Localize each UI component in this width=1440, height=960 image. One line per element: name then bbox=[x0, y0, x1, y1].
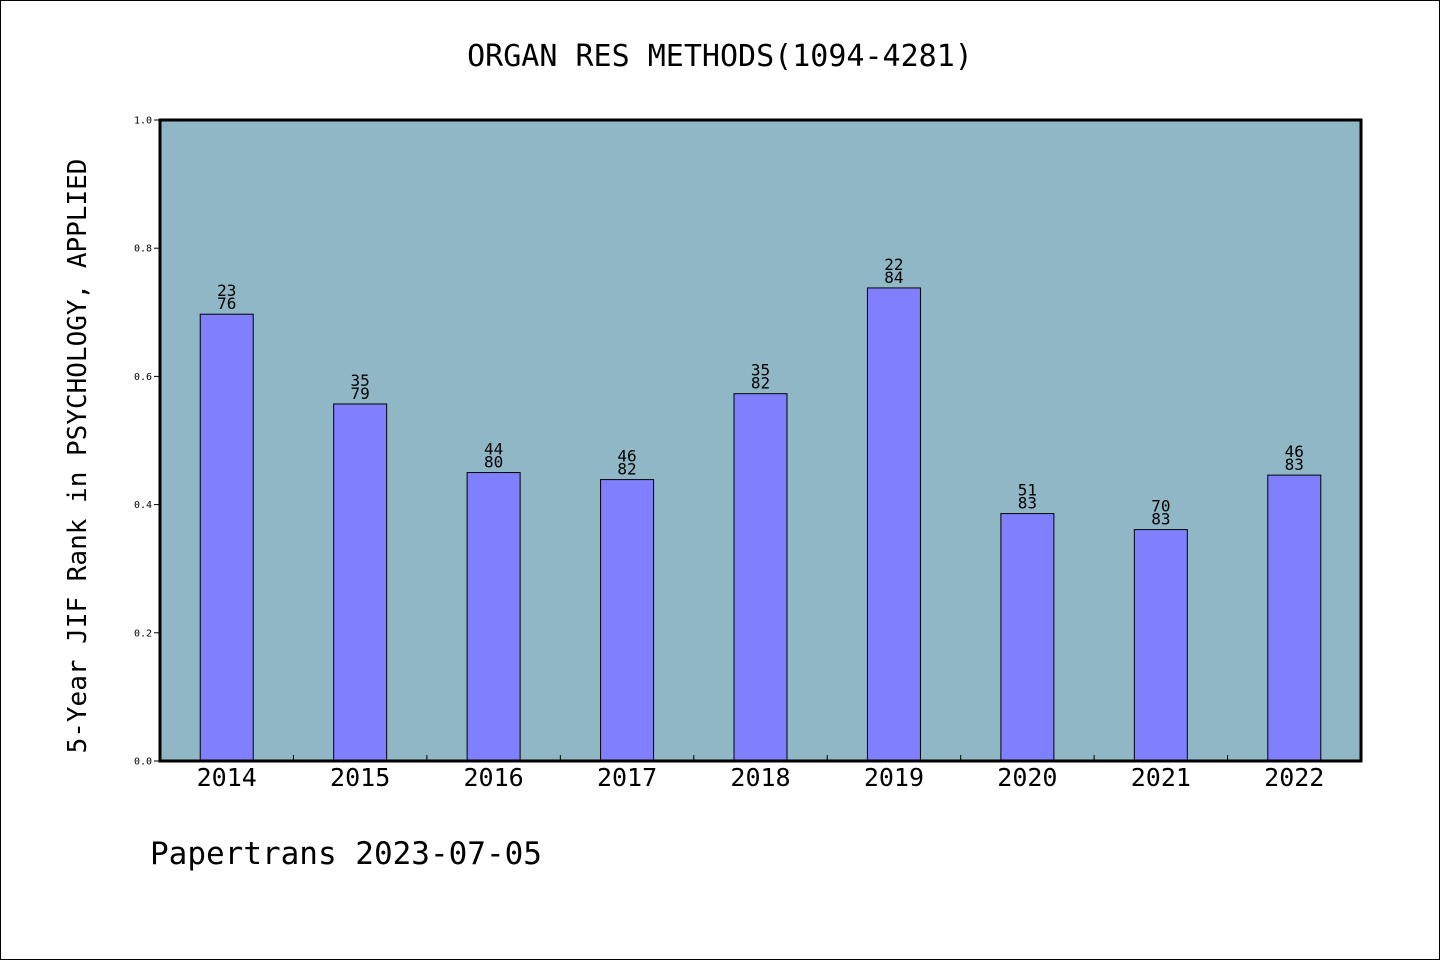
bar-2016 bbox=[466, 472, 521, 762]
bar-2018 bbox=[733, 393, 788, 762]
data-label-rank: 35 bbox=[751, 361, 770, 380]
bar-2019 bbox=[866, 287, 921, 762]
data-label-total: 83 bbox=[1151, 510, 1170, 529]
bar-2020 bbox=[1000, 513, 1055, 762]
data-label-total: 82 bbox=[751, 374, 770, 393]
data-label-rank: 46 bbox=[1285, 442, 1304, 461]
data-label-total: 79 bbox=[351, 384, 370, 403]
data-label-total: 76 bbox=[217, 294, 236, 313]
x-axis-ticks: 2014 2015 2016 2017 2018 2019 2020 2021 2022 bbox=[197, 755, 1324, 792]
data-label-rank: 51 bbox=[1018, 481, 1037, 500]
x-tick-label: 2018 bbox=[730, 763, 790, 792]
bars-layer bbox=[199, 287, 1322, 762]
bar-2015 bbox=[333, 403, 388, 762]
plot-border bbox=[158, 118, 1363, 763]
data-label-total: 83 bbox=[1018, 494, 1037, 513]
x-tick-label: 2022 bbox=[1264, 763, 1324, 792]
data-label-rank: 23 bbox=[217, 281, 236, 300]
x-tick-label: 2016 bbox=[464, 763, 524, 792]
bar-2017 bbox=[600, 479, 655, 762]
chart-title: ORGAN RES METHODS(1094-4281) bbox=[467, 39, 973, 74]
data-label-rank: 46 bbox=[617, 447, 636, 466]
data-label-rank: 70 bbox=[1151, 497, 1170, 516]
data-label-total: 83 bbox=[1285, 455, 1304, 474]
x-tick-label: 2021 bbox=[1131, 763, 1191, 792]
y-tick-label: 0.8 bbox=[134, 244, 152, 255]
y-axis-ticks: 0.0 0.2 0.4 0.6 0.8 1.0 bbox=[134, 116, 160, 768]
y-tick-label: 1.0 bbox=[134, 116, 152, 127]
footer-text: Papertrans 2023-07-05 bbox=[150, 836, 542, 872]
data-label-rank: 35 bbox=[351, 371, 370, 390]
y-axis-label: 5-Year JIF Rank in PSYCHOLOGY, APPLIED bbox=[63, 159, 93, 754]
y-tick-label: 0.4 bbox=[134, 500, 152, 511]
y-tick-label: 0.2 bbox=[134, 628, 152, 639]
x-tick-label: 2015 bbox=[330, 763, 390, 792]
bar-2014 bbox=[199, 313, 254, 762]
bar-2022 bbox=[1267, 474, 1322, 762]
data-label-total: 84 bbox=[884, 268, 903, 287]
x-tick-label: 2017 bbox=[597, 763, 657, 792]
y-tick-label: 0.0 bbox=[134, 757, 152, 768]
x-tick-label: 2020 bbox=[997, 763, 1057, 792]
bar-2021 bbox=[1133, 529, 1188, 762]
data-label-total: 80 bbox=[484, 453, 503, 472]
data-label-total: 82 bbox=[617, 460, 636, 479]
data-label-rank: 22 bbox=[884, 255, 903, 274]
data-label-rank: 44 bbox=[484, 440, 503, 459]
x-tick-label: 2014 bbox=[197, 763, 257, 792]
y-tick-label: 0.6 bbox=[134, 372, 152, 383]
x-tick-label: 2019 bbox=[864, 763, 924, 792]
